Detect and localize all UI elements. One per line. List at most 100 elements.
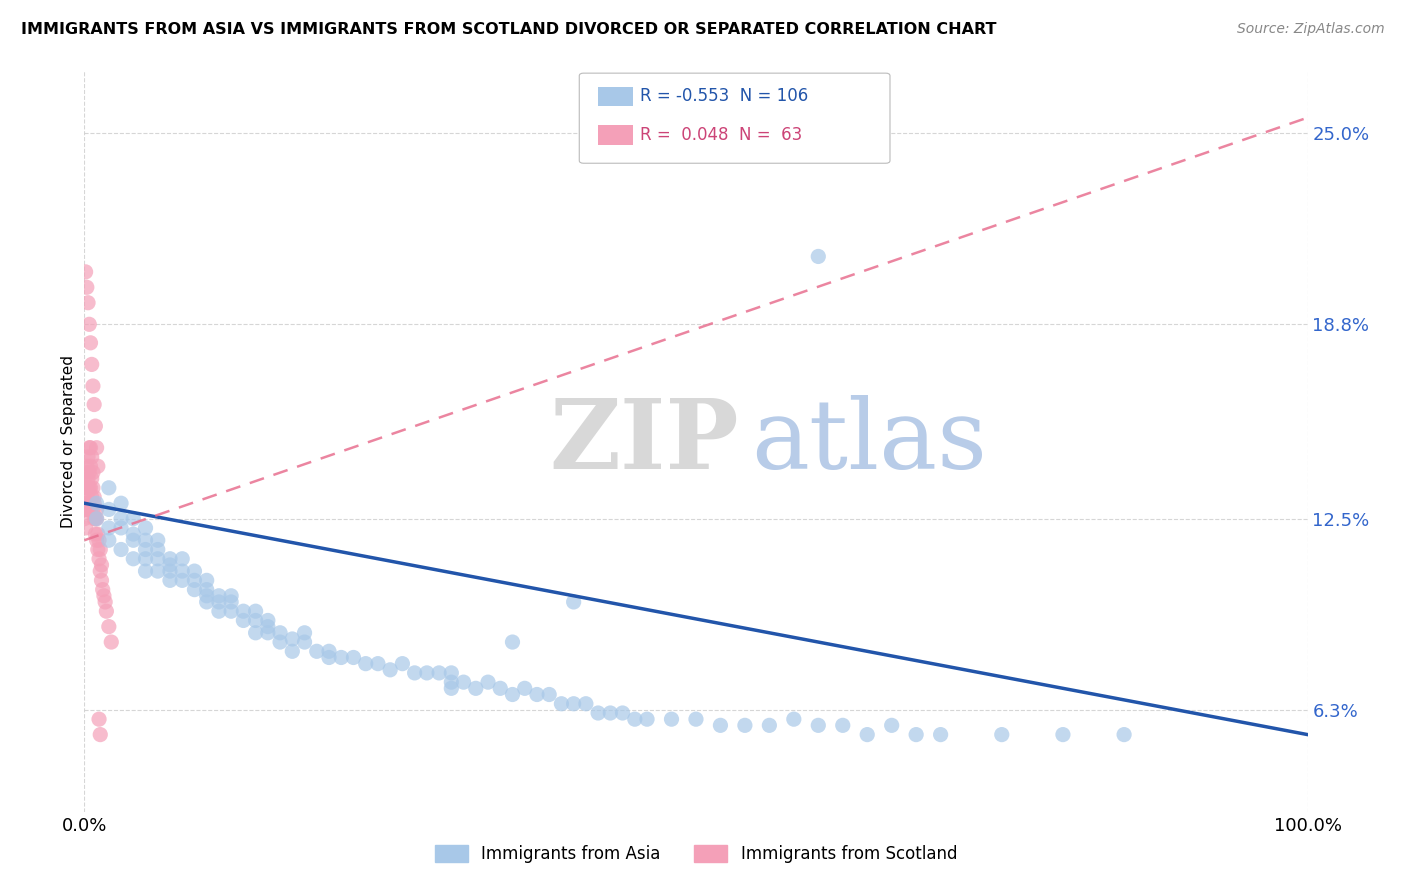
Point [80,490,103,504]
Point [159,551,181,566]
Point [208,589,231,603]
Point [257,620,280,634]
Point [77,471,100,485]
Point [159,574,181,588]
Point [685,712,707,726]
Point [76,481,98,495]
Point [84,511,107,525]
Text: IMMIGRANTS FROM ASIA VS IMMIGRANTS FROM SCOTLAND DIVORCED OR SEPARATED CORRELATI: IMMIGRANTS FROM ASIA VS IMMIGRANTS FROM … [21,22,997,37]
Point [636,712,658,726]
Point [75,502,97,516]
Point [440,681,463,696]
Point [269,635,291,649]
Point [87,527,110,541]
Point [1114,728,1136,742]
Point [83,496,105,510]
Point [89,728,111,742]
Point [77,496,100,510]
Point [195,595,218,609]
Y-axis label: Divorced or Separated: Divorced or Separated [60,355,76,528]
Point [86,441,108,455]
Point [1052,728,1074,742]
Point [232,604,254,618]
Point [599,706,621,720]
Point [100,635,122,649]
Point [416,665,439,680]
Point [79,481,101,495]
Point [183,574,205,588]
Point [110,496,132,510]
Point [146,551,169,566]
Point [73,496,96,510]
Point [93,589,115,603]
Point [82,466,104,480]
Point [281,632,304,646]
Point [502,635,524,649]
Point [146,564,169,578]
Point [807,250,830,264]
Point [208,604,231,618]
Point [342,650,364,665]
Point [76,459,98,474]
Point [550,697,572,711]
Point [612,706,634,720]
Point [624,712,647,726]
Point [97,533,120,548]
Point [110,542,132,557]
Point [110,511,132,525]
Point [453,675,475,690]
Point [77,481,100,495]
Point [257,625,280,640]
Point [232,614,254,628]
Point [440,675,463,690]
Point [77,318,100,332]
Point [76,490,98,504]
Point [80,358,103,372]
Point [87,551,110,566]
Point [318,650,340,665]
Point [86,511,108,525]
Point [586,706,609,720]
Point [80,471,103,485]
Point [318,644,340,658]
Point [83,398,105,412]
Point [758,718,780,732]
Text: Source: ZipAtlas.com: Source: ZipAtlas.com [1237,22,1385,37]
Point [195,574,218,588]
Point [76,502,98,516]
Point [122,533,145,548]
Point [159,564,181,578]
Point [82,481,104,495]
Point [404,665,426,680]
Point [427,665,450,680]
Point [562,595,585,609]
Point [380,663,402,677]
Point [305,644,328,658]
Point [135,542,157,557]
Point [195,582,218,597]
Point [183,564,205,578]
Point [80,450,103,464]
Point [526,688,548,702]
Point [75,521,97,535]
Point [257,614,280,628]
Point [146,542,169,557]
Text: R = -0.553  N = 106: R = -0.553 N = 106 [640,87,808,105]
Point [82,379,104,393]
Point [87,459,110,474]
Point [219,595,242,609]
Point [79,441,101,455]
Point [94,595,117,609]
Point [502,688,524,702]
Point [86,502,108,516]
Point [79,335,101,350]
Point [76,280,98,294]
Point [269,625,291,640]
Point [91,582,114,597]
Legend: Immigrants from Asia, Immigrants from Scotland: Immigrants from Asia, Immigrants from Sc… [427,838,965,870]
Point [929,728,952,742]
Point [79,502,101,516]
Point [734,718,756,732]
Point [294,635,316,649]
Point [135,521,157,535]
